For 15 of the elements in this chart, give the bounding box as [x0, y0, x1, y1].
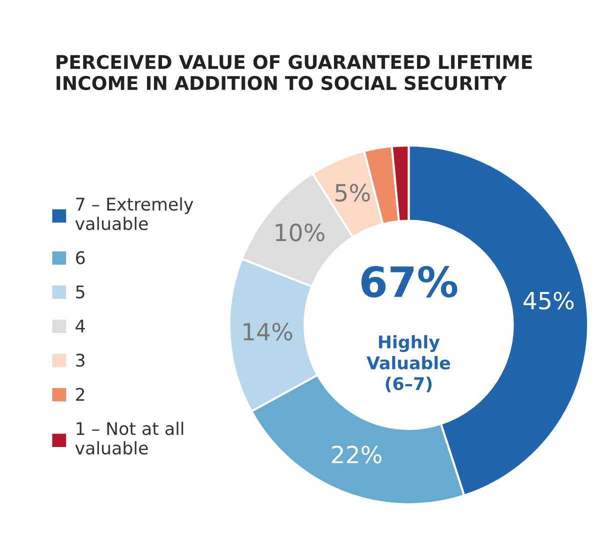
data-label: 10%: [276, 224, 324, 242]
data-label: 22%: [332, 446, 382, 464]
text: Highly Valuable (6–7): [366, 335, 450, 392]
legend-label: 1 – Not at all valuable: [75, 422, 184, 455]
chart-title: PERCEIVED VALUE OF GUARANTEED LIFETIME INCOME IN ADDITION TO SOCIAL SECURITY: [56, 54, 532, 90]
legend-label: 5: [76, 286, 84, 298]
legend-label: 4: [76, 320, 85, 332]
text: 67%: [361, 266, 458, 298]
legend-label: 7 – Extremely valuable: [75, 197, 194, 230]
legend-label: 6: [76, 251, 85, 264]
legend-label: 3: [76, 354, 84, 367]
data-label: 14%: [244, 322, 292, 341]
legend-label: 2: [76, 388, 84, 401]
data-label: 5%: [336, 184, 370, 202]
data-label: 45%: [524, 292, 574, 310]
